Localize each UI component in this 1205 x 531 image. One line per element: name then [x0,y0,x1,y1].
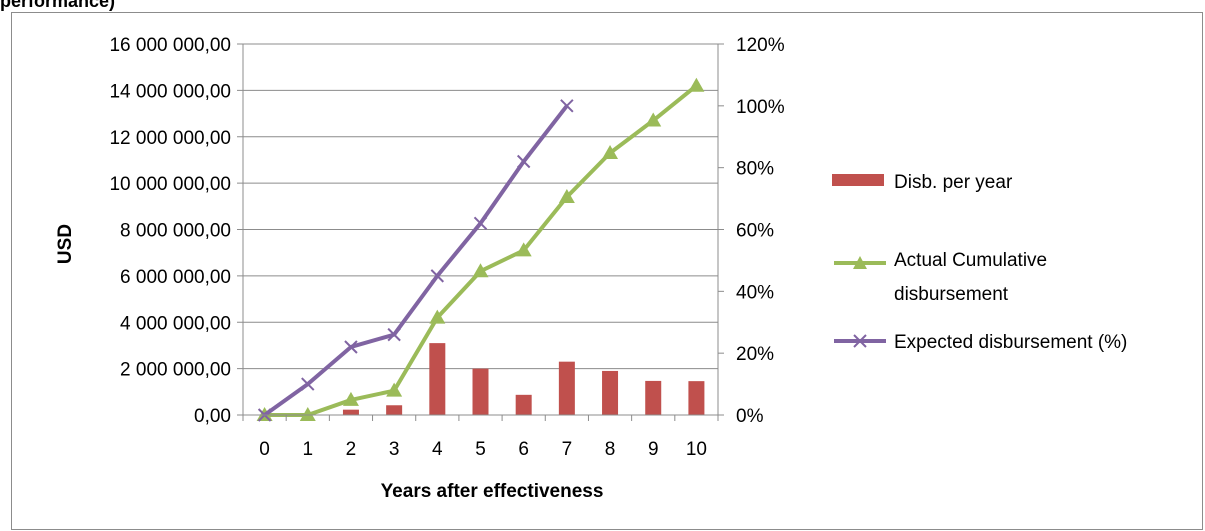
y2-tick-label: 60% [736,221,774,242]
bar [472,368,489,415]
y-tick-label: 8 000 000,00 [120,221,231,242]
x-marker [344,340,358,354]
y-tick-labels: 0,00 2 000 000,00 4 000 000,00 6 000 000,00… [109,35,231,427]
bar [515,394,532,415]
triangle-marker [342,391,359,406]
x-tick-label: 6 [518,439,529,460]
legend-swatch-bar [832,174,884,186]
x-marker [387,327,401,342]
x-tick-label: 3 [389,439,400,460]
x-marker [560,99,574,113]
triangle-marker [429,309,446,324]
x-marker [473,216,488,231]
bar-series [342,343,705,415]
x-tick-label: 4 [432,439,443,460]
legend-label-bar: Disb. per year [894,172,1013,193]
legend-marker-x [853,334,867,348]
bar [429,343,446,415]
x-marker [301,377,315,391]
x-tick-label: 8 [605,439,616,460]
gridlines [237,43,724,416]
x-marker [430,269,445,283]
bar [342,409,359,415]
triangle-marker [386,382,403,397]
x-tick-label: 7 [562,439,573,460]
legend-label-actual-b: disbursement [894,284,1009,305]
x-tick-label: 10 [686,439,707,460]
legend-label-actual-a: Actual Cumulative [894,250,1047,271]
chart-frame [11,12,1203,530]
y-tick-label: 12 000 000,00 [109,128,231,149]
legend-label-expected: Expected disbursement (%) [894,332,1127,353]
bar [386,405,403,415]
triangle-marker [688,77,705,92]
y-tick-label: 0,00 [194,406,231,427]
x-tick-label: 9 [648,439,659,460]
y2-tick-label: 100% [736,97,785,118]
triangle-marker [515,242,532,257]
y-tick-label: 10 000 000,00 [109,174,231,195]
bar [688,381,705,415]
x-tick-label: 5 [475,439,486,460]
x-tick-label: 2 [346,439,357,460]
line-series [256,77,705,422]
y2-tick-label: 40% [736,282,774,303]
legend: Disb. per year Actual Cumulative disburs… [832,172,1127,353]
y-tick-label: 6 000 000,00 [120,267,231,288]
bar [645,380,662,415]
x-tick-label: 1 [302,439,313,460]
x-tick-labels: 0 1 2 3 4 5 6 7 8 9 10 [259,439,707,460]
legend-marker-triangle [853,256,867,269]
y2-tick-label: 0% [736,406,764,427]
y2-tick-label: 120% [736,35,785,56]
triangle-marker [558,189,575,204]
y-tick-label: 16 000 000,00 [109,35,231,56]
y2-tick-labels: 0% 20% 40% 60% 80% 100% 120% [736,35,785,427]
triangle-marker [645,112,662,127]
y-tick-label: 14 000 000,00 [109,81,231,102]
heading-fragment: performance) [0,0,116,11]
x-axis-title: Years after effectiveness [381,481,604,502]
triangle-marker [472,263,489,278]
bar [602,370,619,415]
triangle-marker [602,144,619,159]
y2-tick-label: 20% [736,344,774,365]
x-marker [516,154,531,169]
y-axis-title: USD [55,224,76,264]
y-tick-label: 4 000 000,00 [120,313,231,334]
series-line [263,104,569,417]
triangle-marker [299,407,316,421]
x-tick-label: 0 [259,439,270,460]
y-tick-label: 2 000 000,00 [120,360,231,381]
axes [242,44,719,421]
bar [558,361,575,415]
y2-tick-label: 80% [736,159,774,180]
